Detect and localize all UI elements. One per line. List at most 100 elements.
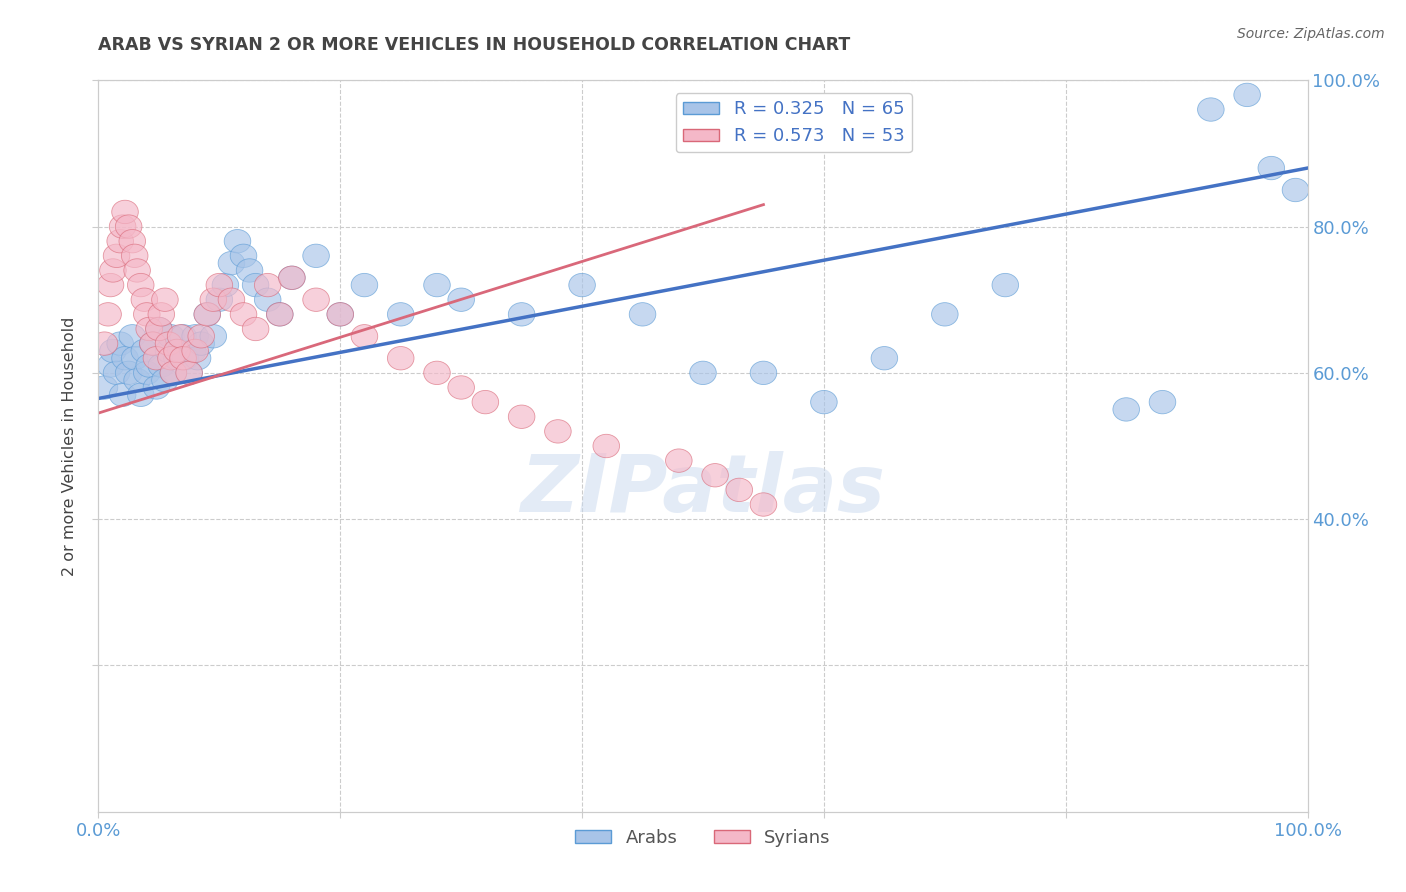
Ellipse shape (423, 273, 450, 297)
Ellipse shape (121, 346, 148, 370)
Ellipse shape (157, 346, 184, 370)
Ellipse shape (181, 339, 208, 363)
Ellipse shape (328, 302, 353, 326)
Ellipse shape (148, 354, 174, 377)
Ellipse shape (152, 288, 179, 311)
Ellipse shape (115, 215, 142, 238)
Ellipse shape (278, 266, 305, 290)
Ellipse shape (139, 332, 166, 355)
Ellipse shape (181, 325, 208, 348)
Ellipse shape (146, 318, 172, 341)
Ellipse shape (328, 302, 353, 326)
Ellipse shape (163, 346, 190, 370)
Ellipse shape (472, 391, 499, 414)
Ellipse shape (352, 273, 378, 297)
Ellipse shape (207, 273, 232, 297)
Ellipse shape (751, 361, 776, 384)
Ellipse shape (231, 302, 257, 326)
Ellipse shape (690, 361, 716, 384)
Ellipse shape (160, 361, 187, 384)
Ellipse shape (155, 339, 181, 363)
Ellipse shape (932, 302, 957, 326)
Ellipse shape (278, 266, 305, 290)
Ellipse shape (509, 405, 534, 428)
Ellipse shape (630, 302, 655, 326)
Ellipse shape (302, 288, 329, 311)
Ellipse shape (91, 376, 118, 400)
Ellipse shape (302, 244, 329, 268)
Ellipse shape (352, 325, 378, 348)
Ellipse shape (224, 229, 250, 253)
Ellipse shape (111, 200, 138, 224)
Ellipse shape (103, 244, 129, 268)
Ellipse shape (143, 376, 170, 400)
Ellipse shape (148, 302, 174, 326)
Ellipse shape (103, 361, 129, 384)
Ellipse shape (702, 464, 728, 487)
Ellipse shape (184, 346, 211, 370)
Ellipse shape (115, 361, 142, 384)
Ellipse shape (176, 361, 202, 384)
Ellipse shape (146, 318, 172, 341)
Ellipse shape (544, 419, 571, 443)
Text: ZIPatlas: ZIPatlas (520, 450, 886, 529)
Ellipse shape (188, 332, 215, 355)
Ellipse shape (212, 273, 239, 297)
Ellipse shape (134, 302, 160, 326)
Ellipse shape (388, 346, 413, 370)
Ellipse shape (100, 339, 127, 363)
Ellipse shape (91, 332, 118, 355)
Ellipse shape (388, 302, 413, 326)
Ellipse shape (120, 229, 146, 253)
Ellipse shape (170, 346, 197, 370)
Ellipse shape (167, 339, 194, 363)
Ellipse shape (1234, 83, 1260, 107)
Ellipse shape (811, 391, 837, 414)
Ellipse shape (107, 332, 134, 355)
Ellipse shape (194, 302, 221, 326)
Ellipse shape (94, 302, 121, 326)
Ellipse shape (872, 346, 897, 370)
Ellipse shape (200, 288, 226, 311)
Ellipse shape (188, 325, 215, 348)
Ellipse shape (254, 273, 281, 297)
Ellipse shape (218, 288, 245, 311)
Ellipse shape (128, 383, 155, 407)
Ellipse shape (155, 332, 181, 355)
Ellipse shape (143, 346, 170, 370)
Ellipse shape (111, 346, 138, 370)
Ellipse shape (218, 252, 245, 275)
Ellipse shape (231, 244, 257, 268)
Ellipse shape (267, 302, 292, 326)
Ellipse shape (121, 244, 148, 268)
Ellipse shape (725, 478, 752, 501)
Ellipse shape (254, 288, 281, 311)
Legend: Arabs, Syrians: Arabs, Syrians (568, 822, 838, 854)
Ellipse shape (97, 273, 124, 297)
Ellipse shape (423, 361, 450, 384)
Ellipse shape (1149, 391, 1175, 414)
Ellipse shape (1114, 398, 1139, 421)
Ellipse shape (236, 259, 263, 282)
Text: ARAB VS SYRIAN 2 OR MORE VEHICLES IN HOUSEHOLD CORRELATION CHART: ARAB VS SYRIAN 2 OR MORE VEHICLES IN HOU… (98, 36, 851, 54)
Ellipse shape (107, 229, 134, 253)
Ellipse shape (569, 273, 595, 297)
Ellipse shape (139, 332, 166, 355)
Ellipse shape (200, 325, 226, 348)
Ellipse shape (167, 325, 194, 348)
Ellipse shape (180, 339, 207, 363)
Ellipse shape (194, 302, 221, 326)
Ellipse shape (124, 368, 150, 392)
Ellipse shape (242, 318, 269, 341)
Ellipse shape (449, 288, 474, 311)
Ellipse shape (170, 325, 197, 348)
Ellipse shape (593, 434, 620, 458)
Ellipse shape (131, 339, 157, 363)
Ellipse shape (1258, 156, 1285, 180)
Ellipse shape (152, 368, 179, 392)
Ellipse shape (120, 325, 146, 348)
Ellipse shape (136, 318, 163, 341)
Ellipse shape (751, 492, 776, 516)
Ellipse shape (267, 302, 292, 326)
Ellipse shape (1282, 178, 1309, 202)
